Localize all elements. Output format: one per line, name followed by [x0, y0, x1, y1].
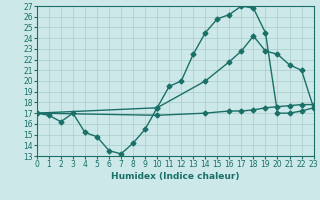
- X-axis label: Humidex (Indice chaleur): Humidex (Indice chaleur): [111, 172, 239, 181]
